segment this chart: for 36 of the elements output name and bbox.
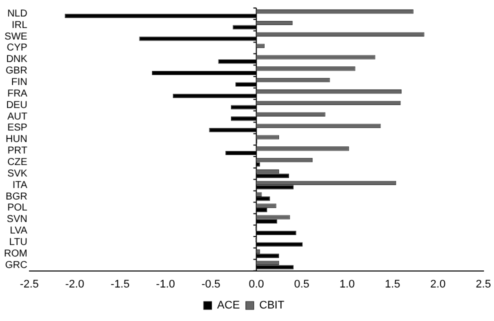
y-tick-label: SWE bbox=[4, 31, 28, 42]
y-tick-label: FIN bbox=[11, 77, 28, 88]
y-tick-label: CZE bbox=[7, 157, 28, 168]
x-tick-label: -0.5 bbox=[201, 278, 220, 290]
y-tick-label: BGR bbox=[6, 191, 28, 202]
x-tick-label: 0.0 bbox=[248, 278, 264, 290]
y-tick-label: ESP bbox=[7, 122, 28, 134]
x-tick-label: -2.5 bbox=[20, 278, 39, 290]
y-tick-label: SVK bbox=[7, 168, 28, 180]
y-tick-label: LVA bbox=[10, 226, 28, 237]
y-tick-label: IRL bbox=[12, 20, 28, 31]
y-tick-label: GRC bbox=[5, 260, 28, 271]
x-tick-label: 2.0 bbox=[430, 278, 446, 290]
x-tick-label: 1.5 bbox=[384, 278, 400, 290]
y-tick-label: FRA bbox=[7, 88, 28, 100]
legend-label: CBIT bbox=[259, 300, 285, 312]
y-tick-label: DNK bbox=[6, 54, 28, 66]
y-tick-label: LTU bbox=[9, 236, 28, 248]
y-tick-label: HUN bbox=[6, 134, 28, 146]
y-tick-label: GBR bbox=[6, 66, 28, 77]
legend-label: ACE bbox=[217, 300, 240, 312]
y-tick-label: ITA bbox=[12, 180, 28, 191]
y-tick-label: POL bbox=[7, 202, 28, 214]
x-tick-label: -1.5 bbox=[110, 278, 130, 290]
x-tick-label: 2.5 bbox=[476, 278, 492, 290]
y-tick-label: NLD bbox=[7, 8, 28, 20]
y-tick-label: AUT bbox=[7, 111, 28, 122]
x-tick-label: 0.5 bbox=[294, 278, 310, 290]
x-tick-label: -1.0 bbox=[156, 278, 176, 290]
y-tick-label: SVN bbox=[6, 214, 28, 226]
x-tick-label: -2.0 bbox=[65, 278, 84, 290]
y-tick-label: PRT bbox=[8, 146, 28, 157]
x-tick-label: 1.0 bbox=[340, 278, 355, 290]
y-tick-label: CYP bbox=[6, 42, 28, 54]
y-tick-label: ROM bbox=[4, 248, 28, 260]
y-tick-label: DEU bbox=[6, 100, 28, 111]
